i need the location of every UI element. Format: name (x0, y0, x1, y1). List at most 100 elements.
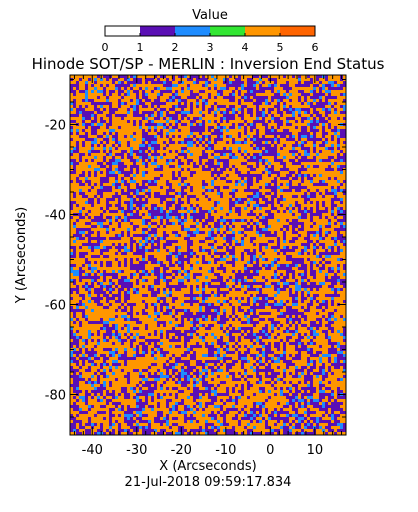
heatmap-cell (142, 126, 145, 129)
heatmap-cell (262, 117, 265, 120)
heatmap-cell (262, 120, 265, 123)
heatmap-cell (166, 114, 169, 117)
heatmap-cell (238, 198, 241, 201)
heatmap-cell (301, 174, 304, 177)
heatmap-cell (232, 93, 235, 96)
heatmap-cell (256, 147, 259, 150)
heatmap-cell (301, 228, 304, 231)
heatmap-cell (211, 225, 214, 228)
heatmap-cell (91, 228, 94, 231)
heatmap-image (70, 75, 346, 435)
heatmap-cell (319, 105, 322, 108)
heatmap-cell (244, 171, 247, 174)
heatmap-cell (142, 162, 145, 165)
heatmap-cell (322, 132, 325, 135)
heatmap-cell (73, 204, 76, 207)
heatmap-cell (301, 219, 304, 222)
heatmap-cell (73, 228, 76, 231)
heatmap-cell (259, 111, 262, 114)
heatmap-cell (112, 96, 115, 99)
heatmap-cell (301, 159, 304, 162)
heatmap-cell (151, 111, 154, 114)
heatmap-cell (178, 129, 181, 132)
heatmap-cell (85, 75, 88, 78)
heatmap-cell (256, 195, 259, 198)
heatmap-cell (166, 120, 169, 123)
heatmap-cell (313, 207, 316, 210)
heatmap-cell (76, 93, 79, 96)
heatmap-cell (226, 204, 229, 207)
heatmap-cell (274, 120, 277, 123)
heatmap-cell (154, 168, 157, 171)
heatmap-cell (139, 129, 142, 132)
heatmap-cell (136, 189, 139, 192)
heatmap-cell (337, 96, 340, 99)
heatmap-cell (139, 153, 142, 156)
heatmap-cell (301, 234, 304, 237)
heatmap-cell (109, 183, 112, 186)
heatmap-cell (337, 132, 340, 135)
heatmap-cell (181, 117, 184, 120)
heatmap-cell (253, 93, 256, 96)
heatmap-cell (148, 75, 151, 78)
heatmap-cell (268, 186, 271, 189)
heatmap-cell (226, 159, 229, 162)
heatmap-cell (265, 117, 268, 120)
heatmap-cell (319, 126, 322, 129)
heatmap-cell (340, 228, 343, 231)
heatmap-cell (232, 183, 235, 186)
heatmap-cell (310, 228, 313, 231)
heatmap-cell (223, 123, 226, 126)
heatmap-cell (151, 204, 154, 207)
heatmap-cell (268, 222, 271, 225)
heatmap-cell (304, 84, 307, 87)
heatmap-cell (301, 231, 304, 234)
heatmap-cell (91, 84, 94, 87)
heatmap-cell (286, 213, 289, 216)
heatmap-cell (220, 207, 223, 210)
heatmap-cell (139, 192, 142, 195)
heatmap-cell (220, 138, 223, 141)
heatmap-cell (334, 228, 337, 231)
heatmap-cell (142, 159, 145, 162)
heatmap-cell (175, 114, 178, 117)
heatmap-cell (283, 177, 286, 180)
heatmap-cell (88, 117, 91, 120)
heatmap-cell (334, 132, 337, 135)
heatmap-cell (298, 81, 301, 84)
heatmap-cell (118, 78, 121, 81)
heatmap-cell (70, 204, 73, 207)
heatmap-cell (169, 165, 172, 168)
heatmap-cell (271, 144, 274, 147)
heatmap-cell (82, 111, 85, 114)
heatmap-cell (127, 117, 130, 120)
heatmap-cell (163, 138, 166, 141)
heatmap-cell (334, 87, 337, 90)
heatmap-cell (202, 111, 205, 114)
heatmap-cell (133, 117, 136, 120)
heatmap-cell (247, 201, 250, 204)
heatmap-cell (322, 213, 325, 216)
heatmap-cell (127, 171, 130, 174)
heatmap-cell (259, 138, 262, 141)
heatmap-cell (145, 162, 148, 165)
heatmap-cell (142, 168, 145, 171)
heatmap-cell (274, 138, 277, 141)
heatmap-cell (145, 144, 148, 147)
heatmap-cell (142, 117, 145, 120)
heatmap-cell (283, 168, 286, 171)
heatmap-cell (121, 189, 124, 192)
heatmap-cell (232, 108, 235, 111)
heatmap-cell (277, 84, 280, 87)
heatmap-cell (274, 126, 277, 129)
heatmap-cell (106, 87, 109, 90)
heatmap-cell (181, 84, 184, 87)
heatmap-cell (124, 96, 127, 99)
heatmap-cell (283, 84, 286, 87)
heatmap-cell (310, 195, 313, 198)
heatmap-cell (229, 126, 232, 129)
heatmap-cell (79, 228, 82, 231)
heatmap-cell (127, 213, 130, 216)
heatmap-cell (88, 102, 91, 105)
heatmap-cell (340, 225, 343, 228)
